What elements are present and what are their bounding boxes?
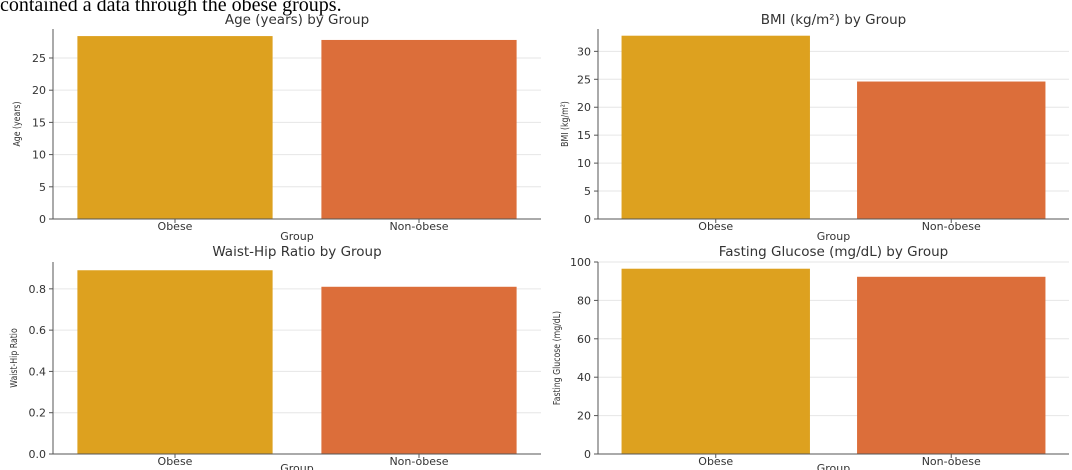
- x-tick-label: Non-obese: [922, 220, 981, 233]
- y-tick-label: 0.2: [29, 407, 47, 420]
- cropped-caption-text: contained a data through the obese group…: [0, 0, 342, 16]
- bar-obese: [621, 35, 810, 219]
- bar-non-obese: [321, 286, 517, 454]
- x-tick-label: Obese: [158, 455, 193, 468]
- x-tick-label: Obese: [698, 220, 733, 233]
- y-tick-label: 0: [39, 213, 46, 226]
- y-tick-label: 10: [577, 157, 591, 170]
- y-tick-label: 15: [577, 129, 591, 142]
- x-axis-label: Group: [817, 462, 851, 470]
- y-tick-label: 0.8: [29, 283, 47, 296]
- bar-obese: [77, 36, 273, 219]
- bar-obese: [621, 268, 810, 454]
- bar-non-obese: [321, 39, 517, 219]
- y-tick-label: 5: [584, 185, 591, 198]
- y-axis-label: Age (years): [12, 101, 23, 146]
- bar-non-obese: [857, 276, 1046, 454]
- chart-panel-2: 0 5 10 15 20 25 30 Obese Non-obese BMI (kg/m²) by…: [560, 12, 1069, 243]
- y-tick-label: 20: [32, 84, 46, 97]
- y-tick-label: 30: [577, 45, 591, 58]
- y-tick-label: 0.6: [29, 324, 47, 337]
- x-axis-label: Group: [817, 230, 851, 243]
- x-tick-label: Obese: [158, 220, 193, 233]
- x-tick-label: Non-obese: [389, 220, 448, 233]
- x-axis-label: Group: [280, 462, 314, 470]
- y-tick-label: 15: [32, 116, 46, 129]
- chart-title: Waist-Hip Ratio by Group: [212, 244, 381, 260]
- y-tick-label: 0.4: [29, 365, 47, 378]
- bar-obese: [77, 270, 273, 454]
- x-tick-label: Non-obese: [922, 455, 981, 468]
- x-tick-label: Non-obese: [389, 455, 448, 468]
- y-tick-label: 100: [570, 256, 591, 269]
- y-tick-label: 80: [577, 294, 591, 307]
- chart-panel-4: 0 20 40 60 80 100 Obese Non-obese Fasting Glucos…: [552, 244, 1069, 470]
- chart-panel-3: 0.0 0.2 0.4 0.6 0.8 Obese Non-obese Waist-Hip R…: [9, 244, 541, 470]
- y-tick-label: 60: [577, 333, 591, 346]
- chart-title: BMI (kg/m²) by Group: [761, 12, 906, 28]
- chart-title: Fasting Glucose (mg/dL) by Group: [719, 244, 949, 260]
- y-tick-label: 20: [577, 101, 591, 114]
- y-tick-label: 10: [32, 149, 46, 162]
- y-tick-label: 40: [577, 371, 591, 384]
- chart-title: Age (years) by Group: [225, 12, 369, 28]
- x-axis-label: Group: [280, 230, 314, 243]
- y-tick-label: 25: [577, 73, 591, 86]
- y-axis-label: BMI (kg/m²): [560, 101, 571, 147]
- y-tick-label: 5: [39, 181, 46, 194]
- y-tick-label: 20: [577, 410, 591, 423]
- y-tick-label: 0: [584, 448, 591, 461]
- y-axis-label: Waist-Hip Ratio: [9, 328, 20, 387]
- y-tick-label: 25: [32, 52, 46, 65]
- y-axis-label: Fasting Glucose (mg/dL): [552, 311, 563, 405]
- bar-non-obese: [857, 81, 1046, 219]
- chart-panel-1: 0 5 10 15 20 25 Obese Non-obese Age (years) by G…: [12, 12, 541, 243]
- y-tick-label: 0: [584, 213, 591, 226]
- y-tick-label: 0.0: [29, 448, 47, 461]
- x-tick-label: Obese: [698, 455, 733, 468]
